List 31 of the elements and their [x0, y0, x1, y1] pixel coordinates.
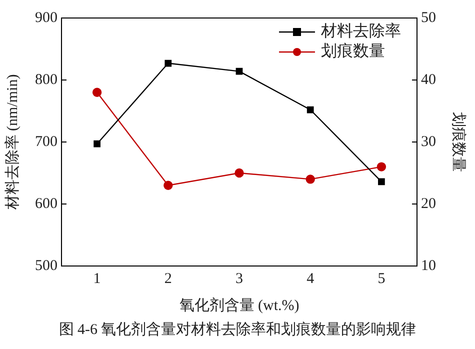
legend-label: 材料去除率 [320, 22, 401, 40]
y2-tick-label: 10 [421, 258, 436, 274]
x-tick-label: 3 [236, 270, 243, 287]
point [92, 88, 102, 97]
point [236, 68, 243, 75]
y2-axis-title: 划痕数量 [450, 112, 468, 172]
y-tick-label: 600 [35, 196, 58, 212]
x-tick-label: 2 [164, 270, 172, 287]
caption: 图 4-6 氧化剂含量对材料去除率和划痕数量的影响规律 [58, 320, 418, 340]
y-axis-title: 材料去除率 (nm/min) [4, 74, 21, 211]
x-axis-title: 氧化剂含量 (wt.%) [179, 296, 300, 314]
point [164, 60, 172, 67]
x-tick-label: 1 [93, 270, 101, 287]
point [306, 106, 314, 114]
point [306, 174, 315, 184]
y-tick-label: 900 [35, 10, 58, 26]
legend-label: 划痕数量 [321, 42, 385, 60]
point [376, 162, 386, 172]
y2-tick-label: 30 [421, 134, 436, 150]
y-tick-label: 700 [35, 134, 58, 150]
y2-tick-label: 20 [421, 196, 436, 212]
y-tick-label: 800 [35, 72, 58, 88]
point [234, 168, 244, 178]
x-tick-label: 4 [306, 270, 315, 287]
x-tick-label: 5 [378, 270, 386, 287]
point [94, 140, 100, 148]
y-tick-label: 500 [35, 258, 58, 274]
y2-tick-label: 40 [421, 72, 436, 88]
point [164, 180, 173, 190]
y2-tick-label: 50 [421, 10, 436, 26]
point [378, 178, 385, 186]
